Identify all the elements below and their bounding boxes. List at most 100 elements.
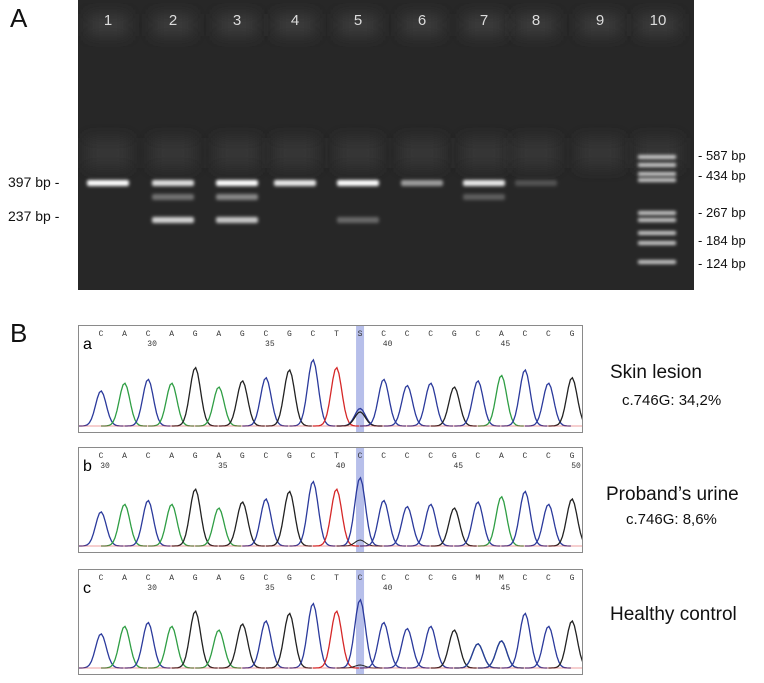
trace-peak <box>289 602 336 669</box>
base-call: C <box>311 452 316 461</box>
chromatogram-a: C A C A G A G C G C T S C C C G C A C C G 30 35 40 45 a <box>78 325 583 433</box>
position-label: 35 <box>218 462 228 471</box>
gel-band <box>216 217 258 223</box>
gel-smear <box>151 138 195 168</box>
base-call: A <box>169 452 174 461</box>
gel-band <box>152 180 194 186</box>
gel-well <box>402 14 442 36</box>
trace-peak <box>430 507 477 547</box>
trace-peak <box>289 480 336 547</box>
chromatogram-b: C A C A G A G C G C T C C C C G C A C C G 30 35 40 45 50 b <box>78 447 583 553</box>
base-call: C <box>99 574 104 583</box>
chromatogram-letter: a <box>83 336 92 353</box>
base-call: C <box>405 452 410 461</box>
gel-well <box>580 14 620 36</box>
trace-peak <box>265 490 312 547</box>
trace-peak <box>383 384 430 427</box>
trace-peak <box>195 386 242 427</box>
trace-peak <box>242 376 289 427</box>
base-call: S <box>358 330 363 339</box>
base-call: A <box>169 330 174 339</box>
base-call: C <box>522 330 527 339</box>
base-call: G <box>452 330 457 339</box>
base-call: T <box>334 330 339 339</box>
base-call: A <box>216 452 221 461</box>
trace-peak <box>548 376 582 427</box>
gel-band <box>463 180 505 186</box>
lane-number: 7 <box>479 12 489 29</box>
ladder-band <box>638 172 676 176</box>
base-call: G <box>240 330 245 339</box>
base-call: A <box>122 574 127 583</box>
base-call: M <box>475 574 480 583</box>
position-label: 35 <box>265 340 275 349</box>
chromatogram-letter: b <box>83 458 92 475</box>
ladder-band <box>638 155 676 159</box>
base-call: C <box>546 574 551 583</box>
trace-peak <box>407 382 454 427</box>
position-label: 30 <box>147 340 157 349</box>
base-call: C <box>311 574 316 583</box>
gel-well <box>638 14 678 36</box>
highlight-column <box>356 448 365 552</box>
position-label: 45 <box>453 462 463 471</box>
lane-number: 1 <box>103 12 113 29</box>
base-call: A <box>499 452 504 461</box>
trace-peak <box>383 627 430 669</box>
base-call: G <box>287 574 292 583</box>
trace-peak <box>501 490 548 547</box>
base-call: C <box>428 330 433 339</box>
base-call: G <box>570 330 575 339</box>
trace-peak <box>242 619 289 669</box>
position-label: 45 <box>501 340 511 349</box>
trace-peak <box>454 501 501 547</box>
gel-smear <box>462 138 506 168</box>
trace-peak <box>430 629 477 669</box>
trace-peak <box>454 642 501 669</box>
base-call: T <box>334 574 339 583</box>
trace-peak <box>524 625 571 669</box>
base-call: G <box>240 452 245 461</box>
ladder-band <box>638 218 676 222</box>
sample-title-healthy-control: Healthy control <box>610 604 737 625</box>
lane-number: 3 <box>232 12 242 29</box>
lane-number: 5 <box>353 12 363 29</box>
base-call: C <box>358 574 363 583</box>
trace-peak <box>101 503 147 547</box>
base-call: G <box>570 452 575 461</box>
base-call: C <box>428 452 433 461</box>
gel-smear <box>215 138 259 168</box>
sample-title-skin-lesion: Skin lesion <box>610 362 702 383</box>
base-call: A <box>216 574 221 583</box>
trace-peak <box>524 382 571 427</box>
base-call: C <box>99 452 104 461</box>
gel-smear <box>514 138 558 168</box>
trace-peak <box>430 386 477 427</box>
base-call: A <box>122 330 127 339</box>
gel-well <box>153 14 193 36</box>
ladder-label-587: - 587 bp <box>698 148 746 163</box>
base-call: C <box>263 574 268 583</box>
base-call: A <box>499 330 504 339</box>
base-call: C <box>546 452 551 461</box>
trace-peak <box>265 368 312 427</box>
gel-band <box>152 194 194 200</box>
position-label: 40 <box>336 462 346 471</box>
base-call: G <box>240 574 245 583</box>
gel-bands <box>86 14 680 264</box>
base-call: C <box>311 330 316 339</box>
marker-label-397: 397 bp - <box>8 174 60 190</box>
chromatogram-trace: C A C A G A G C G C T C C C C G C A C C G 30 35 40 45 50 <box>79 448 582 552</box>
base-call: G <box>193 452 198 461</box>
ladder-band <box>638 163 676 167</box>
gel-band <box>87 180 129 186</box>
gel-smear <box>400 138 444 168</box>
base-call: C <box>146 574 151 583</box>
trace-peak <box>195 629 242 669</box>
marker-label-237: 237 bp - <box>8 208 60 224</box>
chromatogram-letter: c <box>83 580 91 597</box>
base-call: C <box>405 330 410 339</box>
trace-peak <box>360 499 407 547</box>
base-call: G <box>193 330 198 339</box>
trace-peak <box>336 476 383 547</box>
